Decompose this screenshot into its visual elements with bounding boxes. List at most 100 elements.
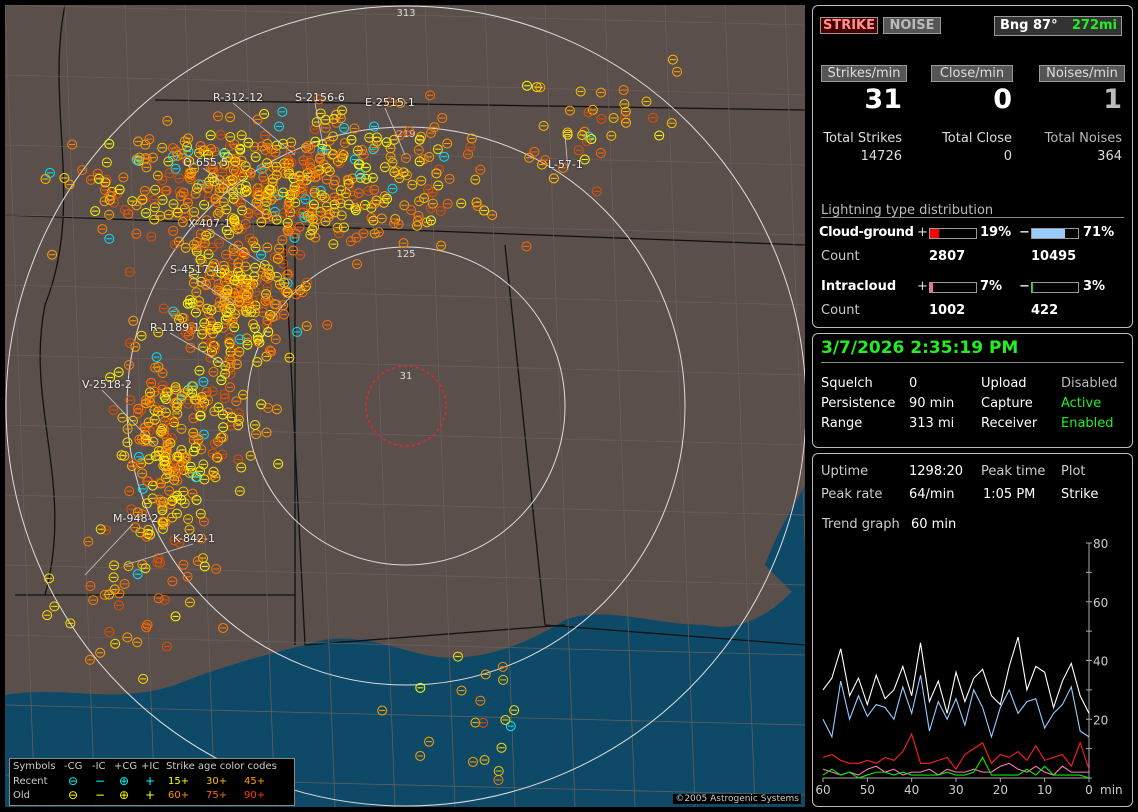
lightning-strike [480, 669, 491, 680]
strike-circle [252, 356, 263, 367]
storm-cell-label[interactable]: Q-655-5 [183, 156, 228, 169]
strike-circle [213, 301, 224, 312]
storm-cell-label[interactable]: V-2518-2 [82, 378, 132, 391]
county-line [724, 5, 756, 807]
strike-circle [198, 324, 209, 335]
lightning-strike [47, 249, 58, 260]
close-per-min-button[interactable]: Close/min [931, 65, 1013, 82]
lightning-strike [395, 97, 406, 108]
lightning-strike [414, 134, 425, 145]
legend-row-old: Old [13, 790, 30, 801]
strike-circle [209, 406, 220, 417]
strike-circle [320, 122, 331, 133]
strike-circle [169, 239, 180, 250]
lightning-strike [194, 365, 205, 376]
strike-circle [339, 122, 350, 133]
strike-button[interactable]: STRIKE [820, 17, 878, 34]
storm-cell-label[interactable]: M-948-2 [113, 512, 159, 525]
strike-circle [162, 465, 173, 476]
lightning-strike [182, 197, 193, 208]
strike-circle [164, 468, 175, 479]
lightning-strike [339, 137, 350, 148]
lightning-strike [338, 222, 349, 233]
lightning-strike [314, 94, 325, 105]
strike-circle [328, 131, 339, 142]
lightning-strike [475, 695, 486, 706]
lightning-strike [619, 99, 630, 110]
peak-rate-value: 64/min [909, 487, 955, 502]
lightning-strike [145, 387, 156, 398]
strike-circle [227, 174, 238, 185]
strike-circle [238, 389, 249, 400]
lightning-strike [114, 184, 125, 195]
lightning-strike [414, 196, 425, 207]
strike-circle [196, 392, 207, 403]
storm-cell-label[interactable]: S-4517-4 [170, 263, 220, 276]
lightning-strike [141, 162, 152, 173]
lightning-strike [596, 113, 607, 124]
lightning-map[interactable]: 313 219 125 31 R-312-12 S-2156-6 E-2515-1 Q-65… [5, 5, 805, 807]
strike-circle [225, 355, 236, 366]
lightning-strike [369, 121, 380, 132]
lightning-strike [90, 206, 101, 217]
strike-circle [198, 342, 209, 353]
strike-circle [122, 437, 133, 448]
lightning-strike [363, 185, 374, 196]
lightning-strike [415, 750, 426, 761]
strike-circle [59, 172, 70, 183]
storm-cell-label[interactable]: S-2156-6 [295, 91, 345, 104]
strike-circle [401, 152, 412, 163]
strike-circle [194, 365, 205, 376]
lightning-strike [305, 143, 316, 154]
strike-circle [154, 494, 165, 505]
storm-cell-label[interactable]: X-407-1 [188, 217, 231, 230]
lightning-strike [114, 588, 125, 599]
peak-rate-label: Peak rate [821, 487, 883, 502]
lightning-strike [621, 117, 632, 128]
strike-circle [214, 187, 225, 198]
storm-cell-label[interactable]: R-312-12 [213, 91, 264, 104]
strike-circle [168, 306, 179, 317]
strikes-per-min-button[interactable]: Strikes/min [821, 65, 907, 82]
strike-circle [253, 198, 264, 209]
strike-circle [92, 168, 103, 179]
lightning-strike [154, 494, 165, 505]
strike-circle [314, 94, 325, 105]
strike-circle [261, 351, 272, 362]
storm-cell-label[interactable]: K-842-1 [173, 532, 215, 545]
lightning-strike [274, 279, 285, 290]
strike-circle [199, 199, 210, 210]
strike-circle [182, 141, 193, 152]
strike-circle [234, 286, 245, 297]
plot-value[interactable]: Strike [1061, 487, 1099, 502]
strike-circle [234, 334, 245, 345]
strike-circle [122, 424, 133, 435]
strike-circle [245, 450, 256, 461]
strike-circle [282, 287, 293, 298]
lightning-strike [226, 420, 237, 431]
noise-button[interactable]: NOISE [883, 17, 941, 34]
strike-circle [304, 157, 315, 168]
lightning-strike [207, 386, 218, 397]
lightning-strike [133, 136, 144, 147]
lightning-strike [211, 196, 222, 207]
lightning-strike [329, 192, 340, 203]
status-k2-1: Capture [981, 396, 1033, 411]
storm-cell-label[interactable]: E-2515-1 [365, 96, 415, 109]
lightning-strike [308, 199, 319, 210]
strike-circle [188, 434, 199, 445]
strike-circle [335, 185, 346, 196]
noises-per-min-button[interactable]: Noises/min [1039, 65, 1125, 82]
strike-circle [176, 390, 187, 401]
lightning-strike [234, 286, 245, 297]
strike-circle [248, 319, 259, 330]
storm-cell-label[interactable]: L-57-1 [548, 158, 583, 171]
storm-cell-label[interactable]: R-1189-1 [150, 321, 201, 334]
strike-circle [209, 438, 220, 449]
trend-series-0 [822, 636, 1090, 714]
lightning-strike [168, 143, 179, 154]
strike-circle [414, 156, 425, 167]
strike-circle [49, 601, 60, 612]
lightning-strike [213, 279, 224, 290]
